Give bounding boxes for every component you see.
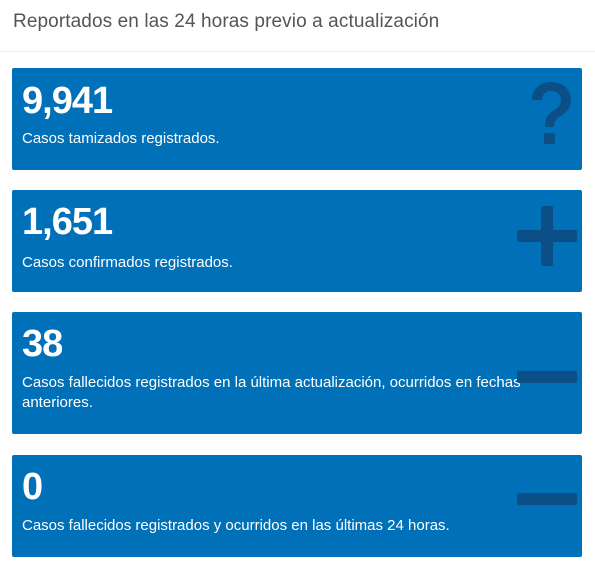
minus-icon (515, 370, 579, 384)
card-value: 38 (22, 323, 63, 365)
question-icon (526, 80, 576, 150)
minus-icon (515, 492, 579, 506)
header: Reportados en las 24 horas previo a actu… (0, 0, 595, 52)
page-title: Reportados en las 24 horas previo a actu… (13, 11, 440, 32)
card-description: Casos fallecidos registrados y ocurridos… (22, 517, 450, 534)
card-screened: 9,941 Casos tamizados registrados. (12, 68, 582, 170)
card-value: 9,941 (22, 80, 113, 122)
card-value: 0 (22, 466, 43, 508)
card-description: Casos tamizados registrados. (22, 130, 220, 147)
card-value: 1,651 (22, 201, 113, 243)
card-description: Casos fallecidos registrados en la últim… (22, 374, 521, 411)
plus-icon (515, 204, 579, 268)
card-deaths-last-24h: 0 Casos fallecidos registrados y ocurrid… (12, 455, 582, 557)
card-deaths-previous: 38 Casos fallecidos registrados en la úl… (12, 312, 582, 434)
card-confirmed: 1,651 Casos confirmados registrados. (12, 190, 582, 292)
card-description: Casos confirmados registrados. (22, 254, 233, 271)
